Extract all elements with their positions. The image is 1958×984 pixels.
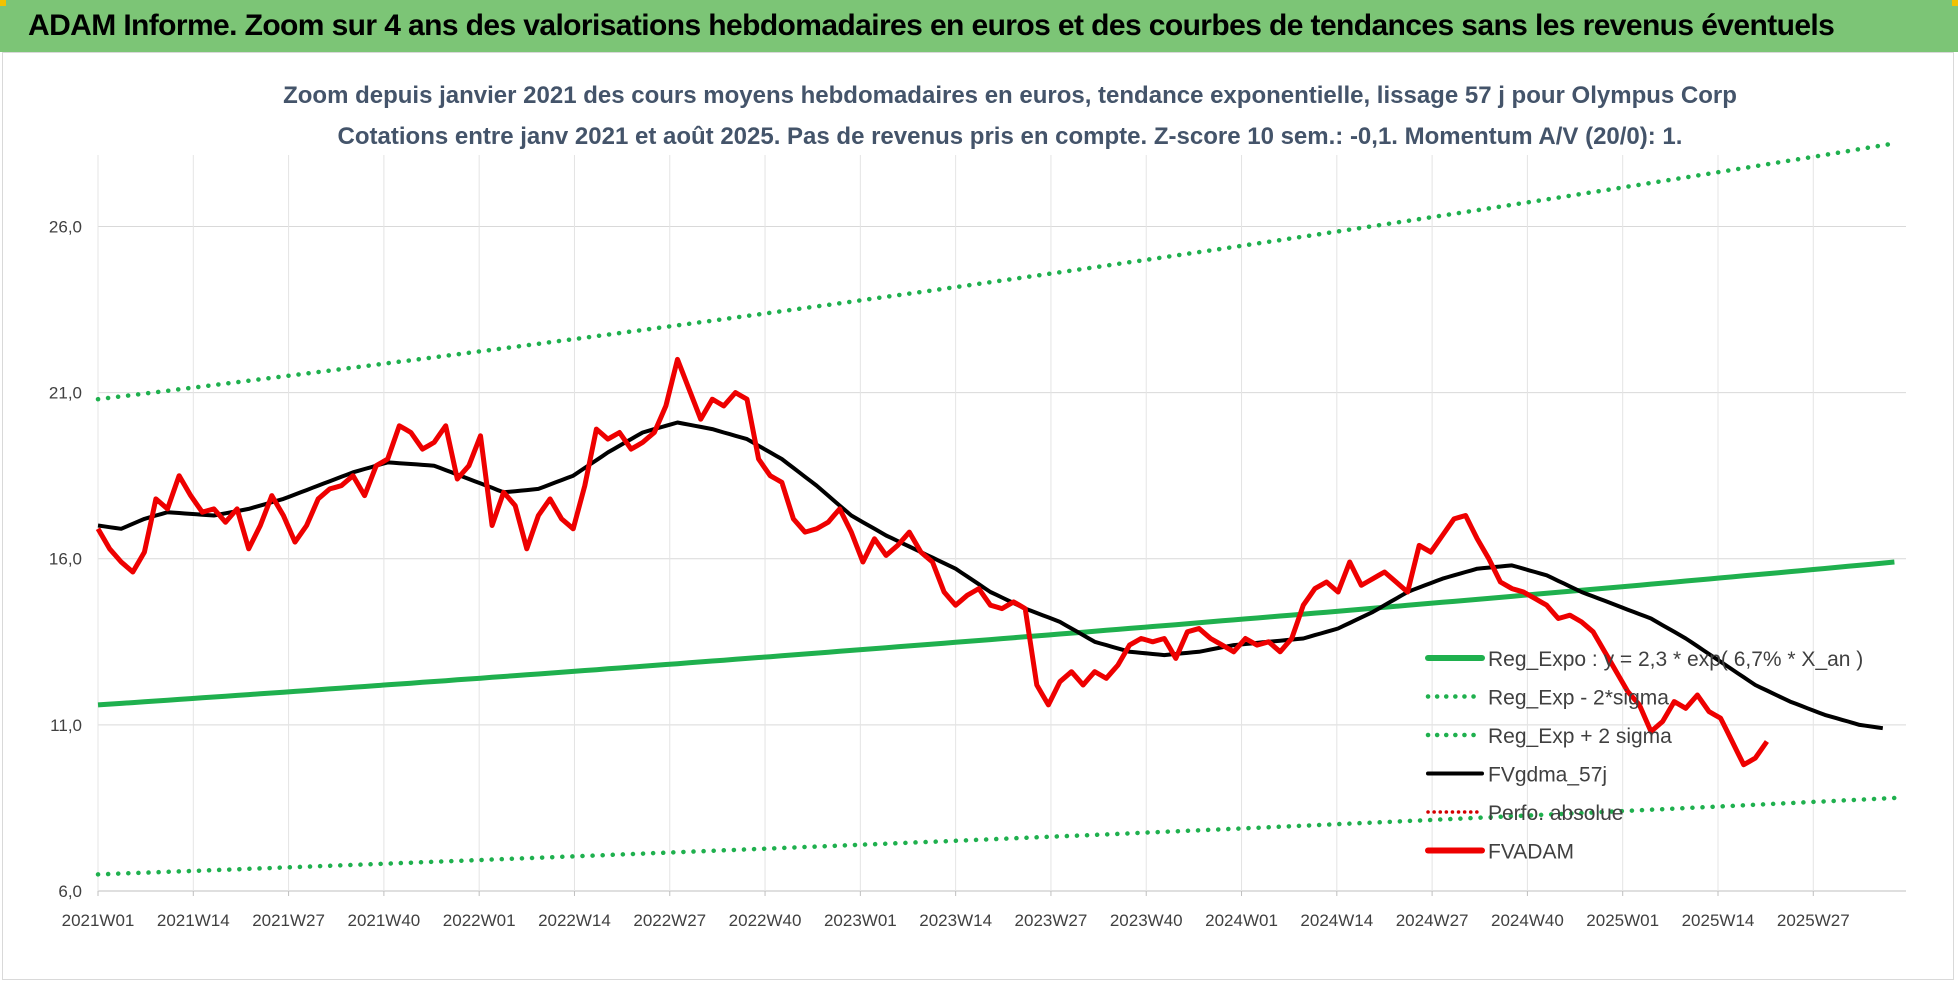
x-tick-label: 2025W27 [1777,911,1850,930]
chart-frame [2,52,1954,980]
x-tick-label: 2022W14 [538,911,611,930]
x-tick-label: 2021W01 [62,911,135,930]
x-tick-label: 2021W27 [252,911,325,930]
x-tick-label: 2023W14 [919,911,992,930]
chart-title-line-1: Zoom depuis janvier 2021 des cours moyen… [283,82,1737,109]
y-tick-label: 6,0 [58,882,82,901]
corner-marker [1952,0,1958,6]
legend-label: FVgdma_57j [1488,764,1607,787]
legend-label: Reg_Expo : y = 2,3 * exp( 6,7% * X_an ) [1488,648,1863,671]
lower-band-line [95,795,1897,877]
legend-label: Reg_Exp - 2*sigma [1488,687,1669,710]
x-tick-label: 2024W01 [1205,911,1278,930]
x-tick-label: 2023W40 [1110,911,1183,930]
smoothed-line [97,420,1884,731]
x-tick-label: 2022W40 [729,911,802,930]
x-tick-label: 2022W27 [633,911,706,930]
y-tick-label: 26,0 [49,217,82,236]
series-layer [95,141,1897,877]
upper-band-line [95,141,1897,402]
x-tick-label: 2025W14 [1682,911,1755,930]
x-tick-label: 2021W40 [347,911,420,930]
price-line [95,356,1769,768]
chart-title-line-2: Cotations entre janv 2021 et août 2025. … [338,123,1683,150]
x-tick-label: 2023W27 [1015,911,1088,930]
legend-label: FVADAM [1488,841,1574,864]
y-tick-label: 11,0 [50,716,82,735]
trend-line [97,559,1895,708]
legend-label: Perfo. absolue [1488,802,1623,825]
x-tick-label: 2023W01 [824,911,897,930]
grid [97,155,1906,896]
axes-layer: 6,0 11,0 16,0 21,0 26,0 2021W01 2021W14 2021W27… [49,217,1850,930]
x-tick-label: 2024W27 [1396,911,1469,930]
y-tick-label: 21,0 [49,384,82,403]
banner-title: ADAM Informe. Zoom sur 4 ans des valoris… [28,9,1835,42]
x-tick-label: 2024W14 [1300,911,1373,930]
corner-marker [0,0,6,6]
report-banner: ADAM Informe. Zoom sur 4 ans des valoris… [0,0,1958,52]
legend-label: Reg_Exp + 2 sigma [1488,725,1672,748]
x-tick-label: 2022W01 [443,911,516,930]
x-tick-label: 2024W40 [1491,911,1564,930]
x-tick-label: 2025W01 [1586,911,1659,930]
y-tick-label: 16,0 [49,550,82,569]
x-tick-label: 2021W14 [157,911,230,930]
legend: Reg_Expo : y = 2,3 * exp( 6,7% * X_an ) R… [1425,648,1863,864]
